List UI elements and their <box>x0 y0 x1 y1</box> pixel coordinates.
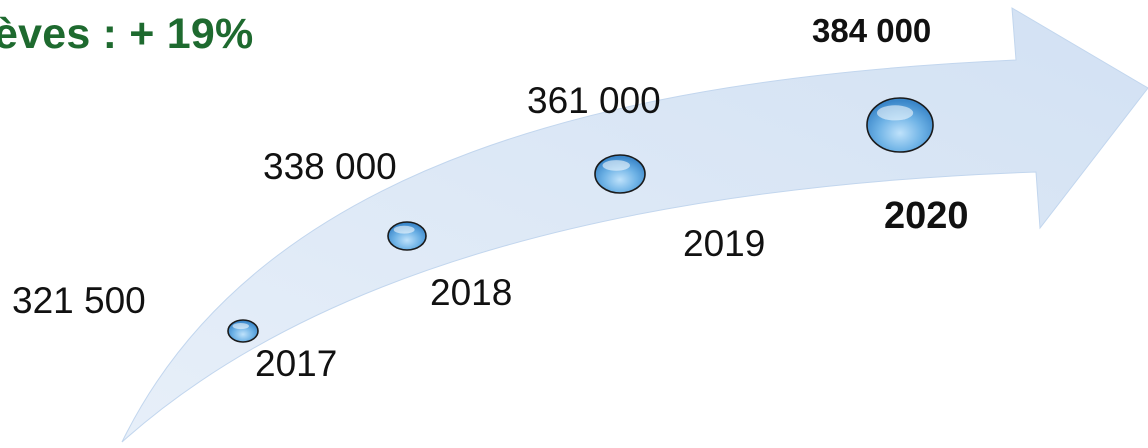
value-label-2017: 321 500 <box>12 280 146 321</box>
value-label-2020: 384 000 <box>812 12 932 49</box>
value-label-2019: 361 000 <box>527 80 661 121</box>
year-label-2017: 2017 <box>255 343 338 384</box>
page-title: èves : + 19% <box>0 10 254 58</box>
bubble-highlight-2017 <box>232 322 249 330</box>
bubble-highlight-2018 <box>393 225 415 234</box>
year-label-2020: 2020 <box>884 195 969 237</box>
year-label-2018: 2018 <box>430 272 513 313</box>
bubble-highlight-2019 <box>602 160 630 171</box>
year-label-2019: 2019 <box>683 223 766 264</box>
value-label-2018: 338 000 <box>263 146 397 187</box>
bubble-highlight-2020 <box>876 105 914 121</box>
